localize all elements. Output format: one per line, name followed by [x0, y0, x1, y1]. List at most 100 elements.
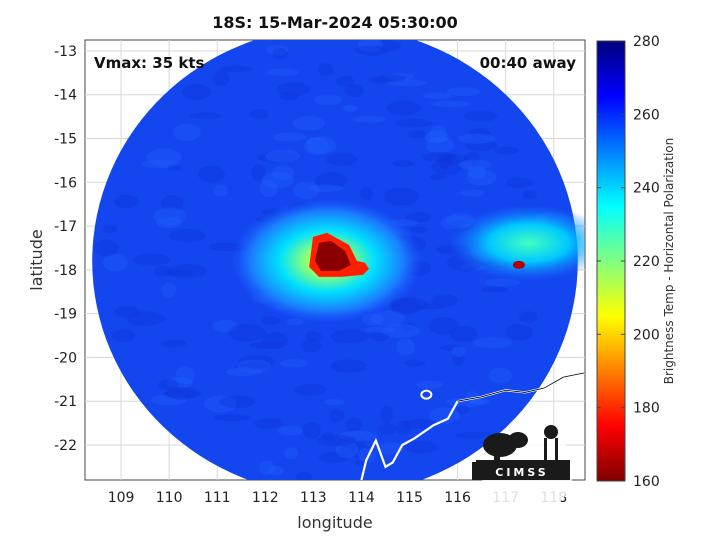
texture-patch: [314, 172, 349, 189]
texture-patch: [457, 133, 496, 144]
y-tick-label: -17: [54, 219, 77, 235]
texture-patch: [284, 447, 299, 460]
texture-patch: [376, 74, 407, 82]
texture-patch: [162, 339, 187, 348]
texture-patch: [313, 94, 343, 105]
east-convection: [512, 260, 525, 269]
texture-patch: [251, 164, 266, 182]
texture-patch: [293, 181, 320, 200]
y-tick-label: -15: [54, 132, 77, 148]
texture-patch: [317, 63, 334, 77]
texture-patch: [102, 225, 118, 234]
logo-text: CIMSS: [495, 466, 548, 479]
texture-patch: [342, 104, 357, 113]
texture-patch: [473, 337, 513, 349]
texture-patch: [219, 395, 256, 409]
texture-patch: [146, 148, 182, 166]
texture-patch: [456, 431, 492, 439]
vmax-label: Vmax: 35 kts: [94, 54, 204, 72]
texture-patch: [157, 379, 180, 391]
texture-patch: [406, 129, 427, 139]
texture-patch: [272, 47, 288, 60]
texture-patch: [429, 125, 448, 143]
texture-patch: [271, 165, 295, 181]
texture-patch: [161, 282, 177, 298]
texture-patch: [425, 136, 454, 154]
texture-patch: [354, 45, 389, 56]
texture-patch: [295, 471, 313, 480]
x-tick-label: 109: [108, 490, 135, 506]
x-tick-label: 116: [444, 490, 471, 506]
x-tick-label: 113: [300, 490, 327, 506]
y-tick-label: -20: [54, 350, 77, 366]
texture-patch: [329, 329, 370, 344]
colorbar-ticks: 280 260 240 220 200 180 160: [597, 34, 660, 490]
texture-patch: [167, 164, 182, 171]
texture-patch: [237, 355, 276, 369]
texture-patch: [268, 465, 284, 476]
texture-patch: [337, 444, 376, 458]
texture-patch: [409, 226, 428, 233]
x-tick-label: 111: [204, 490, 231, 506]
texture-patch: [302, 422, 321, 440]
texture-patch: [306, 136, 336, 154]
colorbar-tick-label: 160: [633, 474, 660, 490]
texture-patch: [369, 76, 398, 84]
y-axis: -13 -14 -15 -16 -17 -18 -19 -20 -21 -22: [54, 44, 77, 454]
texture-patch: [390, 297, 429, 313]
texture-patch: [465, 391, 479, 404]
texture-patch: [259, 180, 279, 198]
texture-patch: [505, 177, 533, 189]
texture-patch: [494, 146, 520, 155]
texture-patch: [249, 109, 269, 120]
texture-patch: [386, 100, 421, 116]
texture-patch: [463, 110, 498, 122]
x-tick-label: 112: [252, 490, 279, 506]
texture-patch: [160, 194, 184, 211]
texture-patch: [338, 430, 378, 442]
texture-patch: [308, 184, 343, 193]
texture-patch: [395, 118, 433, 128]
texture-patch: [432, 100, 470, 108]
texture-patch: [261, 332, 289, 350]
east-glow: [448, 204, 585, 281]
texture-patch: [467, 165, 487, 179]
texture-patch: [132, 253, 171, 266]
colorbar-tick-label: 280: [633, 34, 660, 50]
texture-patch: [382, 323, 421, 338]
texture-patch: [267, 68, 299, 76]
texture-patch: [273, 132, 307, 142]
texture-patch: [292, 116, 325, 131]
texture-patch: [153, 265, 173, 277]
texture-patch: [457, 159, 492, 170]
texture-patch: [286, 318, 304, 326]
texture-patch: [416, 380, 443, 389]
x-tick-label: 115: [396, 490, 423, 506]
texture-patch: [172, 123, 201, 141]
texture-patch: [212, 319, 238, 333]
texture-patch: [249, 341, 284, 350]
texture-patch: [359, 186, 374, 201]
x-tick-label: 114: [348, 490, 375, 506]
texture-patch: [225, 367, 263, 377]
texture-patch: [304, 331, 322, 342]
texture-patch: [344, 84, 365, 98]
texture-patch: [449, 326, 478, 342]
texture-patch: [93, 239, 119, 257]
texture-patch: [424, 130, 449, 144]
texture-patch: [421, 152, 458, 162]
y-tick-label: -18: [54, 263, 77, 279]
texture-patch: [427, 317, 459, 335]
texture-patch: [352, 115, 386, 123]
texture-patch: [460, 189, 485, 197]
texture-patch: [257, 151, 298, 163]
texture-patch: [505, 323, 534, 341]
colorbar-tick-label: 260: [633, 107, 660, 123]
texture-patch: [168, 228, 207, 243]
texture-patch: [213, 414, 251, 422]
texture-patch: [437, 151, 452, 169]
texture-patch: [325, 153, 358, 166]
texture-patch: [156, 217, 182, 229]
texture-patch: [335, 441, 359, 458]
texture-patch: [377, 442, 404, 455]
